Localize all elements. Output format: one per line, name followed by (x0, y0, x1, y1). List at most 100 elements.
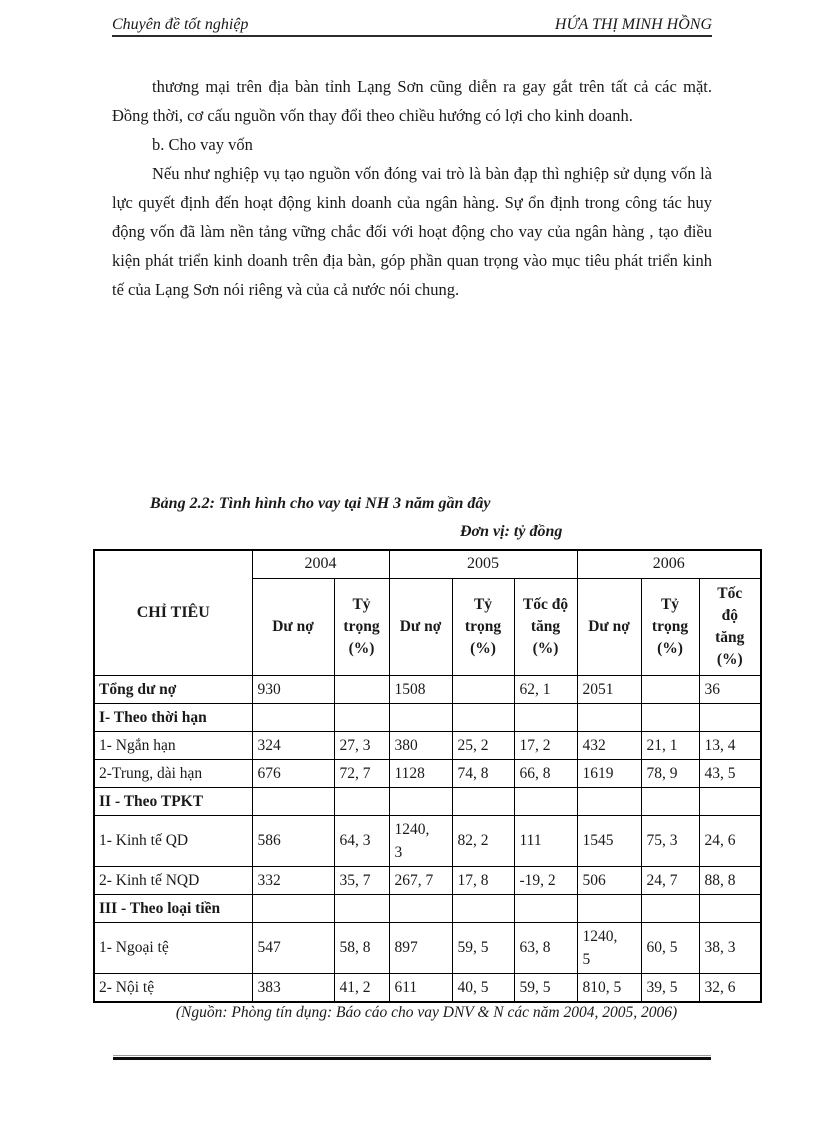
table-cell: 930 (251, 674, 335, 704)
table-cell: 267, 7 (388, 865, 453, 895)
row-label: 2- Kinh tế NQD (93, 865, 253, 895)
row-label: I- Theo thời hạn (93, 702, 253, 732)
table-cell: 66, 8 (513, 758, 578, 788)
table-cell: 40, 5 (451, 972, 515, 1002)
footer-divider (113, 1055, 711, 1060)
subheader-cell: Dư nợ (251, 577, 335, 676)
unit-note: Đơn vị: tỷ đồng (460, 523, 563, 540)
table-cell: 63, 8 (513, 921, 578, 974)
footer-divider-thin-line (113, 1055, 711, 1056)
table-cell: 1545 (576, 814, 642, 867)
table-cell: 897 (388, 921, 453, 974)
footer-divider-thick-line (113, 1057, 711, 1060)
paragraph: Nếu như nghiệp vụ tạo nguồn vốn đóng vai… (112, 164, 712, 299)
paragraph-subheading: b. Cho vay vốn (152, 135, 253, 154)
body-text: thương mại trên địa bàn tỉnh Lạng Sơn cũ… (112, 72, 712, 304)
row-label: 1- Ngoại tệ (93, 921, 253, 974)
table-cell: 810, 5 (576, 972, 642, 1002)
table-cell: 27, 3 (333, 730, 390, 760)
year-header-cell: 2006 (576, 549, 762, 579)
header-author-name: HỨA THỊ MINH HỒNG (554, 16, 712, 33)
row-label: 1- Ngắn hạn (93, 730, 253, 760)
table-header-years: CHỈ TIÊU 2004 2005 2006 (93, 549, 762, 676)
table-row: Tổng dư nợ 930 1508 62, 1 2051 36 (93, 674, 762, 704)
table-row: 2- Nội tệ 383 41, 2 611 40, 5 59, 5 810,… (93, 972, 762, 1002)
table-row: 1- Ngoại tệ 547 58, 8 897 59, 5 63, 8 12… (93, 921, 762, 974)
table-cell: 17, 8 (451, 865, 515, 895)
row-label: 2- Nội tệ (93, 972, 253, 1002)
table-cell: 78, 9 (640, 758, 700, 788)
table-cell (388, 893, 453, 923)
table-cell: 17, 2 (513, 730, 578, 760)
table-cell: 58, 8 (333, 921, 390, 974)
table-cell (388, 702, 453, 732)
table-caption: Bảng 2.2: Tình hình cho vay tại NH 3 năm… (150, 495, 491, 512)
row-label: III - Theo loại tiền (93, 893, 253, 923)
header-course-title: Chuyên đề tốt nghiệp (112, 16, 249, 33)
table-cell: 41, 2 (333, 972, 390, 1002)
subheader-cell: Tỷ trọng (%) (451, 577, 515, 676)
table-cell (698, 893, 762, 923)
table-cell: 111 (513, 814, 578, 867)
subheader-cell: Tốc độ tăng (%) (513, 577, 578, 676)
year-header-cell: 2004 (251, 549, 390, 579)
table-cell (513, 893, 578, 923)
table-cell (333, 893, 390, 923)
paragraph: thương mại trên địa bàn tỉnh Lạng Sơn cũ… (112, 77, 712, 125)
table-row: I- Theo thời hạn (93, 702, 762, 732)
table-cell: 1508 (388, 674, 453, 704)
table-cell: 1128 (388, 758, 453, 788)
row-label: 2-Trung, dài hạn (93, 758, 253, 788)
table-cell (333, 786, 390, 816)
table-row: III - Theo loại tiền (93, 893, 762, 923)
table-cell: 383 (251, 972, 335, 1002)
table-cell: 432 (576, 730, 642, 760)
table-cell: 60, 5 (640, 921, 700, 974)
subheader-cell: Tốc độ tăng (%) (698, 577, 762, 676)
table-row: 2-Trung, dài hạn 676 72, 7 1128 74, 8 66… (93, 758, 762, 788)
table-cell: 25, 2 (451, 730, 515, 760)
table-row: 1- Ngắn hạn 324 27, 3 380 25, 2 17, 2 43… (93, 730, 762, 760)
table-cell: 72, 7 (333, 758, 390, 788)
table-cell: 2051 (576, 674, 642, 704)
table-cell (576, 702, 642, 732)
table-cell: 59, 5 (513, 972, 578, 1002)
table-cell (333, 702, 390, 732)
table-cell: 88, 8 (698, 865, 762, 895)
table-cell: 36 (698, 674, 762, 704)
table-cell (251, 702, 335, 732)
table-cell: 611 (388, 972, 453, 1002)
subheader-cell: Tỷ trọng (%) (640, 577, 700, 676)
table-cell (388, 786, 453, 816)
table-cell: 24, 6 (698, 814, 762, 867)
table-cell: 13, 4 (698, 730, 762, 760)
table-cell: 38, 3 (698, 921, 762, 974)
table-cell (251, 786, 335, 816)
table-cell: 1240, 5 (576, 921, 642, 974)
table-cell: 380 (388, 730, 453, 760)
table-row: 2- Kinh tế NQD 332 35, 7 267, 7 17, 8 -1… (93, 865, 762, 895)
table-cell: 1619 (576, 758, 642, 788)
table-cell: 676 (251, 758, 335, 788)
table-cell (451, 893, 515, 923)
table-cell (640, 702, 700, 732)
table-cell (698, 702, 762, 732)
page-header: Chuyên đề tốt nghiệp HỨA THỊ MINH HỒNG (112, 16, 712, 37)
table-cell (451, 674, 515, 704)
table-cell: 75, 3 (640, 814, 700, 867)
table-cell (333, 674, 390, 704)
table-header-subcolumns: Dư nợ Tỷ trọng (%) Dư nợ Tỷ trọng (%) Tố… (94, 577, 762, 676)
table-cell: 24, 7 (640, 865, 700, 895)
table-cell (576, 893, 642, 923)
year-header-cell: 2005 (388, 549, 578, 579)
subheader-cell: Dư nợ (388, 577, 453, 676)
table-cell: 43, 5 (698, 758, 762, 788)
table-cell (513, 786, 578, 816)
row-label: Tổng dư nợ (93, 674, 253, 704)
table-cell: 506 (576, 865, 642, 895)
table-cell (251, 893, 335, 923)
row-label: 1- Kinh tế QD (93, 814, 253, 867)
table-cell (576, 786, 642, 816)
subheader-cell: Tỷ trọng (%) (333, 577, 390, 676)
